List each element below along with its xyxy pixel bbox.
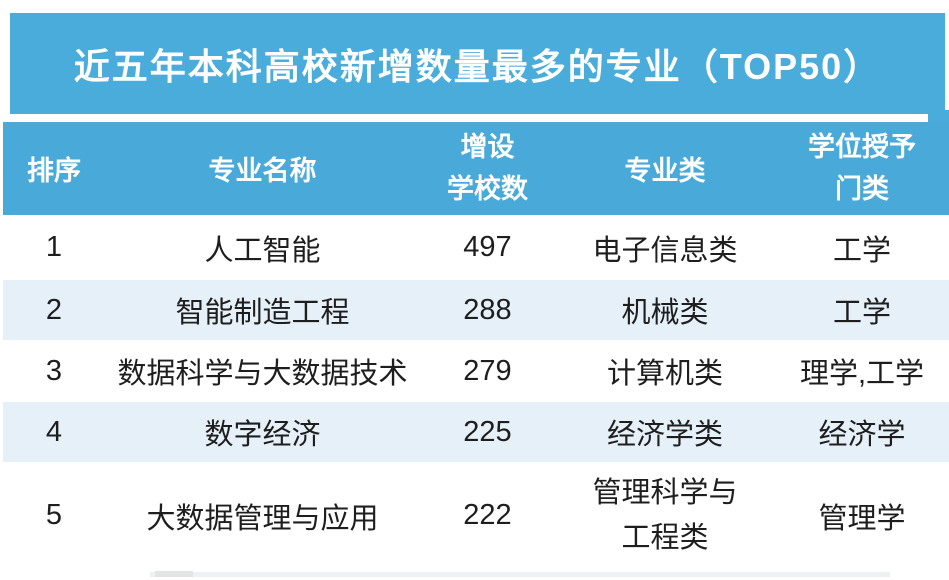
cell-major: 数字经济 — [204, 419, 321, 451]
cell-major: 数据科学与大数据技术 — [117, 358, 408, 390]
cell-count: 222 — [463, 499, 512, 531]
cell-degree: 理学,工学 — [799, 358, 925, 390]
cell-category: 经济学类 — [606, 419, 723, 451]
cell-rank: 1 — [45, 231, 63, 263]
cell-rank: 4 — [45, 415, 63, 448]
table-row: 1 人工智能 497 电子信息类 工学 — [3, 215, 949, 280]
header-major-name: 专业名称 — [208, 156, 317, 186]
cell-major: 大数据管理与应用 — [146, 502, 379, 535]
cell-major: 智能制造工程 — [175, 297, 350, 329]
cell-count: 288 — [463, 293, 512, 326]
cell-category-line1: 管理科学与 — [592, 476, 738, 509]
cropped-next-row-sliver — [150, 572, 890, 577]
cell-category-line2: 工程类 — [621, 521, 709, 554]
cell-count: 225 — [463, 415, 512, 448]
table-row: 2 智能制造工程 288 机械类 工学 — [3, 280, 949, 340]
cell-category: 电子信息类 — [592, 234, 738, 267]
cropped-next-row-smudge — [155, 571, 193, 577]
header-degree-type-line1: 学位授予 — [808, 131, 916, 162]
header-school-count-line1: 增设 — [460, 131, 515, 162]
header-school-count: 增设 学校数 — [420, 127, 555, 211]
table-row: 4 数字经济 225 经济学类 经济学 — [3, 402, 949, 462]
header-school-count-line2: 学校数 — [447, 173, 528, 204]
cell-degree: 工学 — [832, 297, 891, 329]
cell-degree: 经济学 — [818, 419, 906, 451]
cell-rank: 2 — [45, 293, 63, 326]
cell-major: 人工智能 — [204, 234, 321, 267]
cell-category: 机械类 — [621, 297, 709, 329]
header-degree-type: 学位授予 门类 — [775, 127, 949, 211]
cell-count: 497 — [463, 231, 512, 263]
majors-table: 排序 专业名称 增设 学校数 专业类 学位授予 门类 1 人工智能 497 电子… — [3, 122, 949, 569]
cell-category: 计算机类 — [606, 358, 723, 390]
title-banner: 近五年本科高校新增数量最多的专业（TOP50） — [10, 13, 945, 114]
header-degree-type-line2: 门类 — [835, 173, 889, 204]
cell-degree: 工学 — [832, 234, 891, 267]
header-major-category: 专业类 — [624, 156, 706, 186]
header-rank: 排序 — [27, 156, 81, 186]
cell-rank: 5 — [45, 499, 63, 531]
cell-rank: 3 — [45, 354, 63, 387]
page-title: 近五年本科高校新增数量最多的专业（TOP50） — [73, 45, 882, 87]
cell-count: 279 — [463, 354, 512, 387]
table-row: 3 数据科学与大数据技术 279 计算机类 理学,工学 — [3, 340, 949, 402]
cell-category: 管理科学与 工程类 — [555, 471, 775, 561]
table-header-row: 排序 专业名称 增设 学校数 专业类 学位授予 门类 — [3, 122, 949, 215]
table-row: 5 大数据管理与应用 222 管理科学与 工程类 管理学 — [3, 462, 949, 569]
cell-degree: 管理学 — [818, 502, 906, 535]
